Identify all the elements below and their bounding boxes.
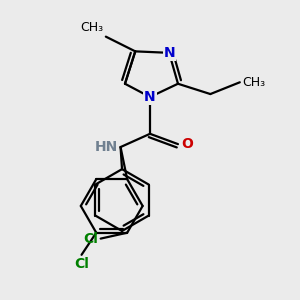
Text: Cl: Cl xyxy=(74,257,89,271)
Text: N: N xyxy=(144,90,156,104)
Text: Cl: Cl xyxy=(83,232,98,246)
Text: HN: HN xyxy=(94,140,118,154)
Text: N: N xyxy=(163,46,175,60)
Text: CH₃: CH₃ xyxy=(80,21,103,34)
Text: O: O xyxy=(181,137,193,151)
Text: CH₃: CH₃ xyxy=(242,76,265,89)
